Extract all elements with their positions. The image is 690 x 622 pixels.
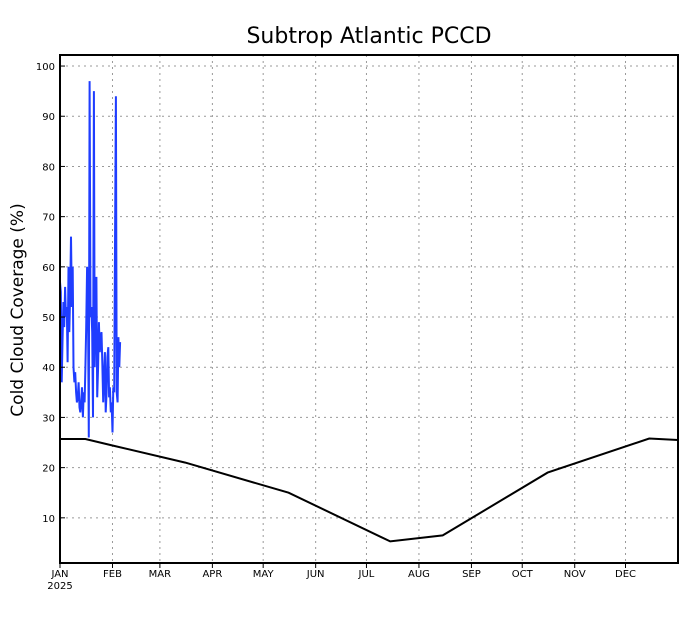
x-tick-label: JUN xyxy=(306,569,325,580)
y-tick-label: 10 xyxy=(42,514,55,525)
y-tick-label: 70 xyxy=(42,213,55,224)
grid xyxy=(60,55,678,563)
y-axis-label: Cold Cloud Coverage (%) xyxy=(8,203,28,416)
x-tick-label: OCT xyxy=(512,569,534,580)
climatology-series-line xyxy=(60,437,679,543)
x-tick-label: APR xyxy=(202,569,222,580)
x-tick-label: SEP xyxy=(462,569,481,580)
y-tick-label: 50 xyxy=(42,313,55,324)
y-tick-label: 100 xyxy=(36,62,55,73)
x-tick-label: JAN xyxy=(50,569,68,580)
x-tick-label: DEC xyxy=(615,569,636,580)
x-tick-label: FEB xyxy=(103,569,122,580)
y-tick-label: 30 xyxy=(42,413,55,424)
x-tick-year-label: 2025 xyxy=(47,581,72,592)
plot-frame xyxy=(59,54,679,564)
x-tick-label: MAY xyxy=(253,569,275,580)
x-tick-label: AUG xyxy=(408,569,430,580)
x-tick-label: JUL xyxy=(358,569,375,580)
series-group xyxy=(59,81,679,543)
y-tick-label: 20 xyxy=(42,464,55,475)
observed-series-line xyxy=(59,81,122,438)
y-tick-label: 60 xyxy=(42,263,55,274)
y-tick-label: 90 xyxy=(42,112,55,123)
x-tick-label: MAR xyxy=(149,569,171,580)
y-tick-label: 40 xyxy=(42,363,55,374)
chart-title: Subtrop Atlantic PCCD xyxy=(246,24,491,49)
x-tick-label: NOV xyxy=(564,569,586,580)
y-tick-label: 80 xyxy=(42,162,55,173)
